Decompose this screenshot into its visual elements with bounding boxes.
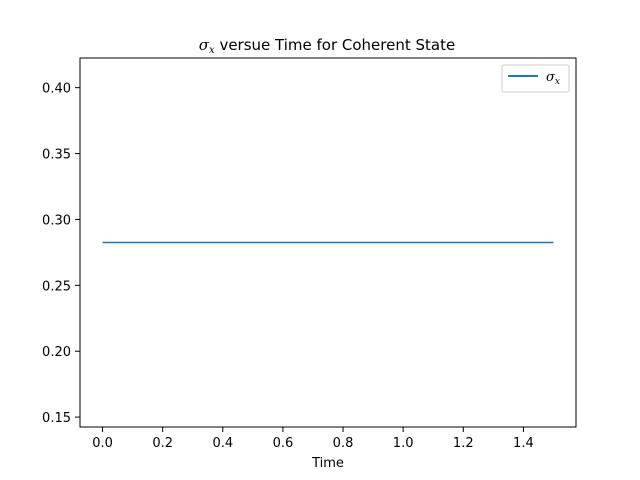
plot-frame: [79, 57, 577, 428]
x-tick-label: 1.0: [393, 436, 414, 451]
x-tick-label: 1.2: [453, 436, 474, 451]
y-tick-label: 0.25: [42, 279, 71, 294]
y-tick-label: 0.30: [42, 213, 71, 228]
x-tick-label: 0.4: [212, 436, 233, 451]
x-tick-label: 0.0: [92, 436, 113, 451]
y-axis: 0.15 0.20 0.25 0.30 0.35 0.40: [42, 82, 80, 426]
legend[interactable]: σx: [501, 64, 570, 93]
x-tick-label: 0.2: [152, 436, 173, 451]
x-axis-label: Time: [311, 456, 344, 471]
y-tick-label: 0.40: [42, 82, 71, 97]
legend-label-sigma-x: σx: [546, 70, 560, 87]
y-tick-label: 0.35: [42, 148, 71, 163]
x-tick-label: 1.4: [513, 436, 534, 451]
x-tick-label: 0.8: [333, 436, 354, 451]
chart-title: σx versue Time for Coherent State: [199, 36, 455, 56]
x-axis: 0.0 0.2 0.4 0.6 0.8 1.0 1.2 1.4: [92, 427, 534, 451]
legend-box: [501, 64, 570, 93]
y-tick-label: 0.15: [42, 411, 71, 426]
x-tick-label: 0.6: [273, 436, 294, 451]
y-tick-label: 0.20: [42, 345, 71, 360]
